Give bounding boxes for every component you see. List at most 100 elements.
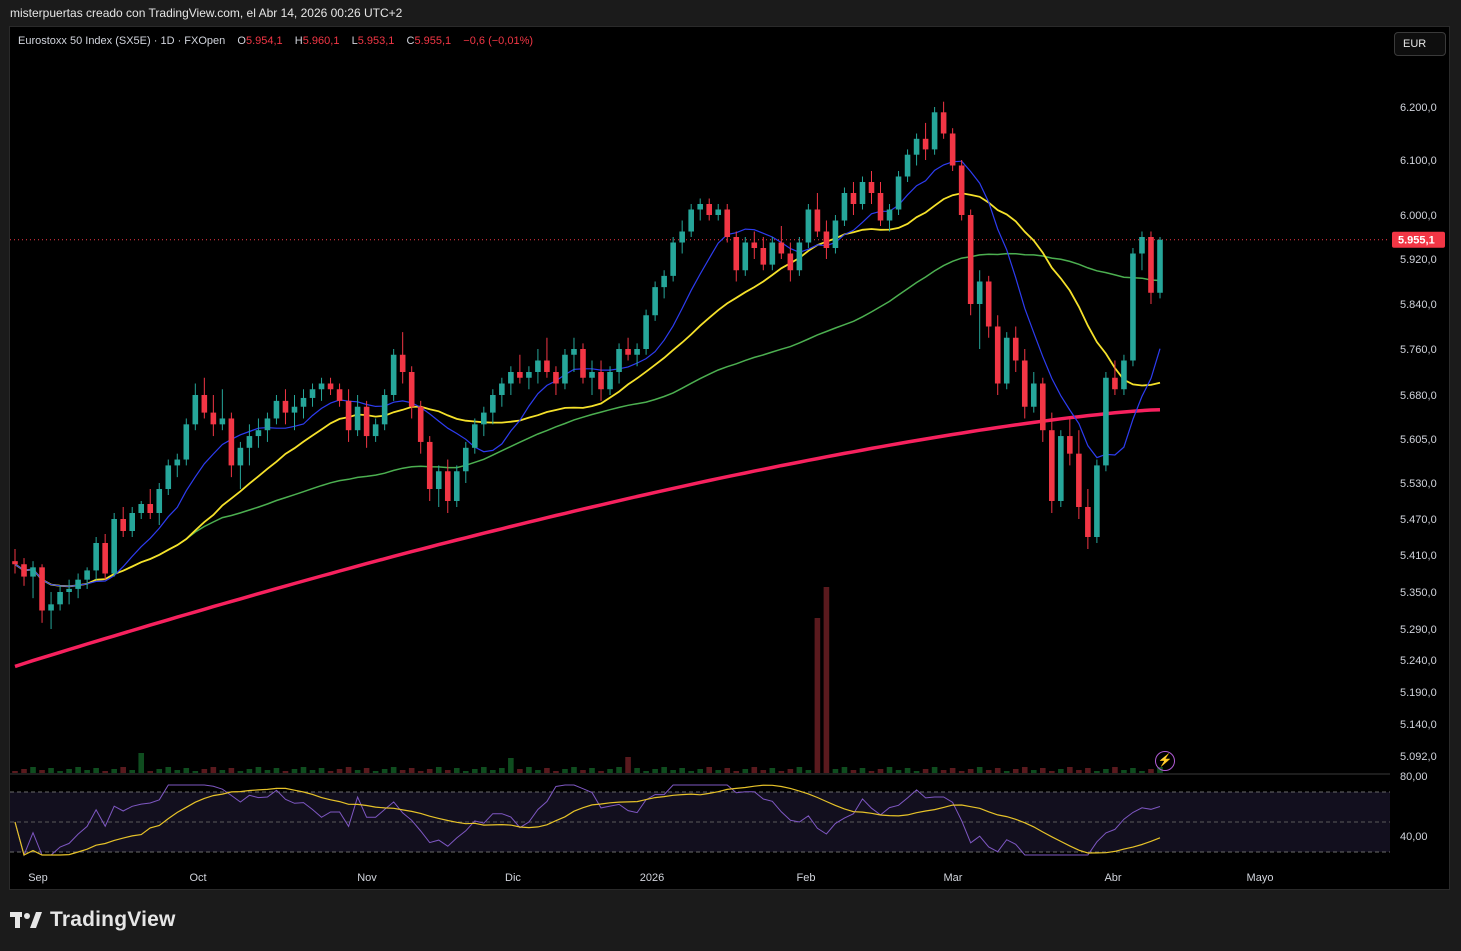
- volume-bar: [120, 767, 126, 773]
- candle-body: [1012, 337, 1019, 361]
- volume-bar: [832, 769, 839, 773]
- candle-body: [201, 395, 208, 413]
- price-axis-label: 6.000,0: [1400, 210, 1437, 222]
- volume-bar: [129, 770, 135, 773]
- volume-bar: [805, 770, 812, 773]
- candle-body: [453, 471, 460, 501]
- candle-body: [165, 465, 172, 489]
- candle-body: [246, 436, 253, 448]
- volume-bar: [237, 771, 244, 773]
- candle-body: [985, 281, 992, 327]
- ma-20-line: [14, 192, 1161, 588]
- volume-bar: [210, 767, 217, 773]
- candle-body: [1049, 430, 1055, 501]
- volume-bar: [372, 771, 379, 773]
- candle-body: [1067, 436, 1073, 454]
- candle-body: [670, 242, 676, 276]
- volume-bar: [246, 769, 253, 773]
- volume-bar: [318, 768, 325, 773]
- price-axis-label: 6.200,0: [1400, 102, 1437, 114]
- candle-body: [859, 182, 866, 204]
- time-axis-label: Oct: [189, 872, 206, 884]
- price-axis-label: 5.605,0: [1400, 434, 1437, 446]
- volume-bar: [499, 768, 505, 773]
- candle-body: [1121, 360, 1127, 390]
- candle-body: [814, 209, 821, 232]
- time-axis-label: Feb: [797, 872, 816, 884]
- tradingview-mark-icon: [10, 912, 42, 928]
- candle-body: [760, 248, 767, 265]
- candle-body: [562, 354, 568, 384]
- lightning-icon[interactable]: ⚡: [1155, 751, 1175, 771]
- volume-bar: [1067, 767, 1073, 773]
- volume-bar: [751, 767, 758, 773]
- candle-body: [931, 112, 938, 150]
- low-value: 5.953,1: [357, 35, 395, 47]
- volume-bar: [769, 768, 776, 773]
- volume-bar: [426, 769, 433, 773]
- candle-body: [517, 372, 523, 378]
- volume-bar: [481, 767, 487, 773]
- volume-bar: [1085, 768, 1091, 773]
- candle-body: [508, 372, 514, 384]
- volume-bar: [580, 770, 586, 773]
- candle-body: [751, 242, 758, 248]
- price-axis-label: 5.530,0: [1400, 478, 1437, 490]
- volume-bar: [93, 768, 99, 773]
- volume-bar: [1021, 767, 1028, 773]
- symbol-legend: Eurostoxx 50 Index (SX5E) · 1D · FXOpen …: [18, 35, 533, 47]
- candle-body: [922, 138, 929, 150]
- volume-bar: [12, 771, 18, 773]
- candle-body: [57, 592, 63, 605]
- volume-bar: [508, 758, 514, 773]
- volume-bar: [309, 770, 316, 773]
- candle-body: [426, 441, 433, 489]
- candle-body: [904, 154, 911, 177]
- volume-bar: [183, 768, 190, 773]
- volume-bar: [967, 769, 974, 773]
- volume-bar: [886, 767, 893, 773]
- candle-body: [300, 397, 307, 407]
- candle-body: [580, 349, 586, 378]
- volume-bar: [733, 771, 740, 773]
- candle-body: [345, 400, 352, 431]
- volume-bar: [625, 757, 631, 773]
- last-price-badge: [1392, 231, 1445, 248]
- candle-body: [444, 471, 451, 501]
- candle-body: [39, 567, 45, 611]
- candle-body: [372, 424, 379, 437]
- currency-button[interactable]: EUR: [1394, 32, 1446, 56]
- volume-bar: [895, 770, 902, 773]
- candle-body: [715, 209, 722, 215]
- volume-bar: [345, 767, 352, 773]
- candle-body: [706, 204, 713, 215]
- volume-bar: [255, 767, 262, 773]
- candle-body: [697, 204, 703, 210]
- volume-bar: [156, 769, 163, 773]
- candle-body: [652, 287, 658, 316]
- volume-bar: [192, 771, 199, 773]
- candle-body: [264, 418, 271, 431]
- price-axis-label: 5.680,0: [1400, 390, 1437, 402]
- price-axis-label: 5.410,0: [1400, 550, 1437, 562]
- chart-caption: misterpuertas creado con TradingView.com…: [10, 6, 403, 20]
- candle-body: [526, 372, 532, 378]
- time-axis-label: 2026: [640, 872, 664, 884]
- volume-bar: [697, 769, 703, 773]
- candle-body: [661, 275, 667, 288]
- candle-body: [30, 567, 36, 577]
- high-label: H: [294, 35, 303, 47]
- volume-bar: [84, 770, 90, 773]
- symbol-title[interactable]: Eurostoxx 50 Index (SX5E) · 1D · FXOpen: [18, 35, 226, 47]
- volume-bar: [985, 770, 992, 773]
- candle-body: [309, 389, 316, 398]
- candle-body: [462, 447, 469, 472]
- high-value: 5.960,1: [302, 35, 340, 47]
- rsi-axis-label: 80,00: [1400, 771, 1428, 783]
- price-axis-label: 5.140,0: [1400, 719, 1437, 731]
- candle-body: [877, 193, 884, 221]
- candle-body: [120, 519, 126, 531]
- volume-bar: [1076, 770, 1082, 773]
- candle-body: [571, 349, 577, 355]
- candle-body: [598, 372, 604, 390]
